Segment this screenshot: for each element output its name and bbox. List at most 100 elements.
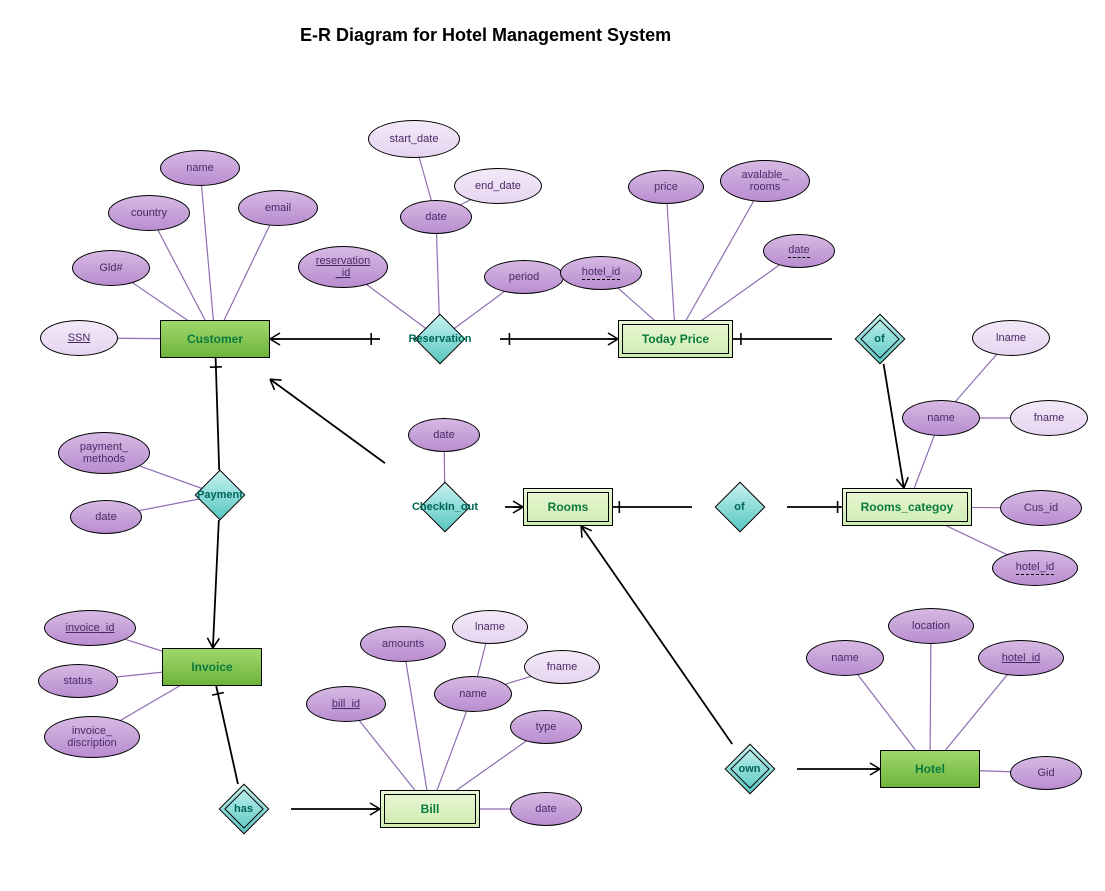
relation-of2: of [692, 482, 787, 532]
relation-reservation: Reservation [380, 314, 500, 364]
relation-label: own [702, 744, 797, 794]
attr-a_date2: date [763, 234, 835, 268]
attr-a_fname: fname [1010, 400, 1088, 436]
attr-a_btype: type [510, 710, 582, 744]
attr-label: name [927, 412, 955, 424]
attr-a_blname: lname [452, 610, 528, 644]
attr-label: type [536, 721, 557, 733]
entity-label: Invoice [191, 660, 232, 674]
attr-label: country [131, 207, 167, 219]
attr-a_hotelid2: hotel_id [992, 550, 1078, 586]
attr-a_loc: location [888, 608, 974, 644]
attr-label: invoice_discription [67, 725, 117, 749]
attr-a_pdate: date [70, 500, 142, 534]
attr-label: price [654, 181, 678, 193]
relation-label: CheckIn_out [385, 482, 505, 532]
attr-label: name [186, 162, 214, 174]
relation-payment: Payment [170, 470, 270, 520]
relation-own: own [702, 744, 797, 794]
attr-a_period: period [484, 260, 564, 294]
relation-has: has [196, 784, 291, 834]
attr-label: hotel_id [1016, 561, 1055, 575]
entity-label: Rooms_categoy [861, 500, 954, 514]
entity-label: Customer [187, 332, 243, 346]
attr-label: fname [547, 661, 578, 673]
attr-label: lname [996, 332, 1026, 344]
attr-label: SSN [68, 332, 91, 344]
attr-label: email [265, 202, 291, 214]
entity-rooms: Rooms [523, 488, 613, 526]
attr-a_start: start_date [368, 120, 460, 158]
attr-a_end: end_date [454, 168, 542, 204]
entity-label: Hotel [915, 762, 945, 776]
attr-a_name: name [160, 150, 240, 186]
attr-a_date1: date [400, 200, 472, 234]
entity-label: Bill [421, 802, 440, 816]
attr-label: reservation_id [316, 255, 370, 279]
entity-roomscat: Rooms_categoy [842, 488, 972, 526]
attr-label: period [509, 271, 540, 283]
entity-bill: Bill [380, 790, 480, 828]
attr-a_status: status [38, 664, 118, 698]
attr-label: status [63, 675, 92, 687]
attr-label: invoice_id [66, 622, 115, 634]
attr-a_price: price [628, 170, 704, 204]
attr-a_invdesc: invoice_discription [44, 716, 140, 758]
entity-label: Today Price [642, 332, 709, 346]
attr-label: Gid [1037, 767, 1054, 779]
attr-label: lname [475, 621, 505, 633]
attr-label: date [95, 511, 116, 523]
attr-label: location [912, 620, 950, 632]
relation-label: Reservation [380, 314, 500, 364]
attr-label: end_date [475, 180, 521, 192]
attr-a_cdate: date [408, 418, 480, 452]
relation-of1: of [832, 314, 927, 364]
attr-label: name [459, 688, 487, 700]
attr-a_avail: avalable_rooms [720, 160, 810, 202]
attr-a_email: email [238, 190, 318, 226]
er-diagram-canvas: Customer Today Price Rooms Rooms_categoy Inv… [0, 0, 1105, 891]
attr-a_bfname: fname [524, 650, 600, 684]
attr-a_rcname: name [902, 400, 980, 436]
attr-a_billid: bill_id [306, 686, 386, 722]
entity-todayprice: Today Price [618, 320, 733, 358]
diagram-title: E-R Diagram for Hotel Management System [300, 25, 671, 46]
attr-label: date [425, 211, 446, 223]
entity-customer: Customer [160, 320, 270, 358]
attr-label: name [831, 652, 859, 664]
attr-label: amounts [382, 638, 424, 650]
attr-label: hotel_id [582, 266, 621, 280]
attr-label: date [535, 803, 556, 815]
attr-a_gld: Gld# [72, 250, 150, 286]
attr-label: payment_methods [80, 441, 128, 465]
attr-a_lname: lname [972, 320, 1050, 356]
relation-checkin: CheckIn_out [385, 482, 505, 532]
attr-a_bname: name [434, 676, 512, 712]
attr-label: fname [1034, 412, 1065, 424]
attr-a_hid: hotel_id [978, 640, 1064, 676]
attr-a_cusid: Cus_id [1000, 490, 1082, 526]
attr-a_ssn: SSN [40, 320, 118, 356]
attr-label: date [788, 244, 809, 258]
attr-a_bdate: date [510, 792, 582, 826]
relation-label: has [196, 784, 291, 834]
entity-hotel: Hotel [880, 750, 980, 788]
relation-label: of [692, 482, 787, 532]
attr-label: Cus_id [1024, 502, 1058, 514]
attr-a_hname: name [806, 640, 884, 676]
attr-label: date [433, 429, 454, 441]
attr-label: hotel_id [1002, 652, 1041, 664]
entity-invoice: Invoice [162, 648, 262, 686]
attr-label: bill_id [332, 698, 360, 710]
attr-label: Gld# [99, 262, 122, 274]
attr-a_resid: reservation_id [298, 246, 388, 288]
attr-a_hotelid1: hotel_id [560, 256, 642, 290]
relation-label: Payment [170, 470, 270, 520]
attr-label: avalable_rooms [741, 169, 788, 193]
entity-label: Rooms [548, 500, 589, 514]
attr-a_country: country [108, 195, 190, 231]
attr-label: start_date [390, 133, 439, 145]
attr-a_amounts: amounts [360, 626, 446, 662]
attr-a_gid: Gid [1010, 756, 1082, 790]
relation-label: of [832, 314, 927, 364]
